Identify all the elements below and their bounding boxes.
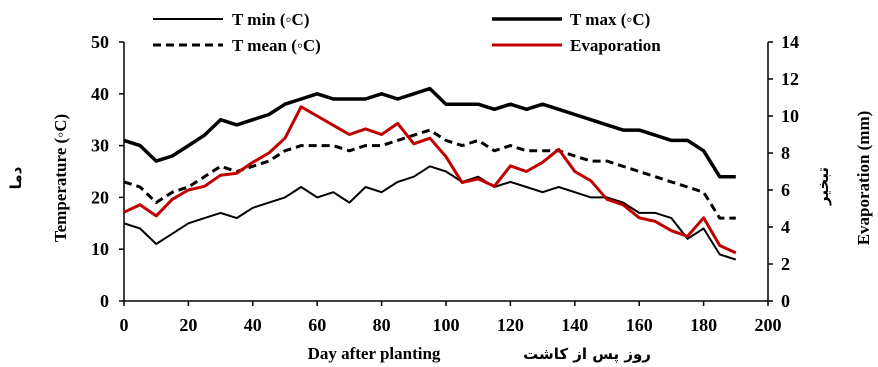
y2-tick-label: 4	[781, 217, 790, 237]
y2-axis-label-fa: تبخیر	[814, 167, 832, 206]
y-tick-label: 10	[91, 239, 109, 259]
y-tick-label: 30	[91, 136, 109, 156]
legend-label-tmin: T min (◦C)	[232, 10, 310, 29]
y2-tick-label: 2	[781, 254, 790, 274]
axis-ticks: 0 20 40 60 80 100 120 140 160 180 200 0 10 20 30 40 50 0 2…	[91, 32, 799, 335]
legend: T min (◦C) T max (◦C) T mean (◦C) Evapor…	[153, 10, 661, 55]
x-tick-label: 200	[755, 315, 782, 335]
legend-label-tmean: T mean (◦C)	[232, 36, 321, 55]
x-axis-label-fa: روز پس از کاشت	[523, 345, 651, 364]
y2-tick-label: 12	[781, 69, 799, 89]
y-axis-label-fa: دما	[7, 166, 25, 189]
y2-tick-label: 6	[781, 180, 790, 200]
series-line-2	[123, 128, 736, 220]
x-axis-label: Day after planting	[308, 344, 441, 363]
legend-label-evaporation: Evaporation	[570, 36, 661, 55]
x-tick-label: 80	[373, 315, 391, 335]
y-tick-label: 50	[91, 32, 109, 52]
y2-tick-label: 14	[781, 32, 799, 52]
series-line-3	[123, 105, 737, 255]
y-tick-label: 20	[91, 187, 109, 207]
x-tick-label: 20	[179, 315, 197, 335]
x-tick-label: 100	[433, 315, 460, 335]
y2-axis-label: Evaporation (mm)	[854, 111, 873, 246]
plot-area	[123, 42, 769, 302]
y-axis-label: Temperature (◦C)	[51, 114, 70, 242]
x-tick-label: 120	[497, 315, 524, 335]
x-tick-label: 180	[690, 315, 717, 335]
y-tick-label: 40	[91, 84, 109, 104]
y2-tick-label: 8	[781, 143, 790, 163]
series-line-1	[123, 86, 736, 179]
y-tick-label: 0	[100, 291, 109, 311]
x-tick-label: 160	[626, 315, 653, 335]
x-tick-label: 40	[244, 315, 262, 335]
x-tick-label: 140	[561, 315, 588, 335]
legend-label-tmax: T max (◦C)	[570, 10, 650, 29]
x-tick-label: 60	[308, 315, 326, 335]
y2-tick-label: 0	[781, 291, 790, 311]
y2-tick-label: 10	[781, 106, 799, 126]
x-tick-label: 0	[120, 315, 129, 335]
